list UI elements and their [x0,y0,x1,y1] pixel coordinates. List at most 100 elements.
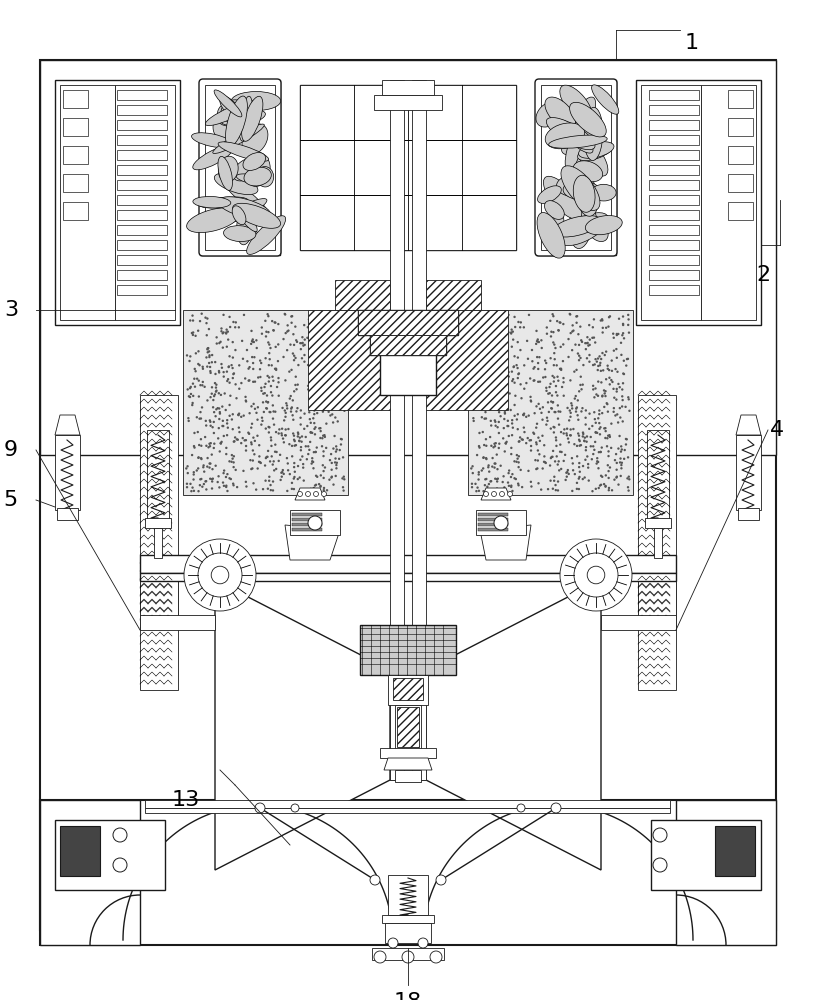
Circle shape [198,553,242,597]
Circle shape [215,408,218,410]
Circle shape [472,417,475,419]
Circle shape [332,383,335,385]
Circle shape [607,325,610,328]
Circle shape [233,440,236,443]
Circle shape [218,427,220,429]
Circle shape [486,368,489,370]
Circle shape [588,344,590,347]
Circle shape [342,456,344,459]
Circle shape [539,453,540,455]
Circle shape [211,392,213,395]
Circle shape [225,453,228,455]
Circle shape [523,431,526,433]
Bar [55,435,80,510]
Circle shape [555,439,557,441]
Circle shape [316,319,318,322]
Bar [649,225,699,235]
Circle shape [504,442,507,444]
Circle shape [281,475,283,478]
Circle shape [203,386,206,388]
Circle shape [251,405,253,408]
Circle shape [588,338,591,341]
Circle shape [556,455,558,458]
Circle shape [583,440,586,442]
Circle shape [593,363,596,366]
Circle shape [318,354,321,356]
Circle shape [330,357,333,359]
Circle shape [504,341,507,343]
Circle shape [308,516,322,530]
Circle shape [581,407,583,409]
Circle shape [612,332,614,335]
Circle shape [621,388,623,391]
Circle shape [482,456,485,459]
Circle shape [224,392,226,395]
Circle shape [474,387,477,389]
Circle shape [609,315,611,318]
Circle shape [530,439,532,441]
Circle shape [297,465,299,467]
Circle shape [322,450,325,453]
Circle shape [588,428,591,430]
Circle shape [260,326,263,329]
Circle shape [269,460,271,463]
Circle shape [598,413,601,415]
Circle shape [489,386,490,388]
Circle shape [494,372,497,374]
Circle shape [580,410,583,413]
Circle shape [582,465,584,467]
Circle shape [476,332,478,334]
Circle shape [599,362,601,364]
Circle shape [610,422,613,425]
Bar [140,615,215,630]
Circle shape [193,471,195,473]
Circle shape [605,430,607,432]
Circle shape [215,342,218,345]
Circle shape [206,356,207,359]
Circle shape [291,315,293,317]
Circle shape [295,357,297,359]
Circle shape [251,443,253,445]
Circle shape [477,486,479,489]
Bar [649,165,699,175]
Circle shape [200,445,202,447]
Circle shape [517,341,519,343]
Circle shape [252,368,255,370]
Bar [117,135,167,145]
Circle shape [503,371,505,374]
Circle shape [316,318,318,320]
Circle shape [517,457,519,460]
Circle shape [299,440,300,442]
Circle shape [218,418,220,420]
Circle shape [220,442,222,444]
Circle shape [592,336,595,339]
Ellipse shape [232,201,257,232]
Circle shape [517,440,520,443]
Circle shape [286,349,288,351]
Circle shape [570,412,572,414]
Circle shape [290,407,292,410]
Circle shape [313,413,316,415]
Circle shape [539,408,541,410]
Circle shape [260,423,263,426]
Circle shape [265,407,268,409]
Circle shape [237,326,240,329]
Circle shape [194,335,197,337]
Circle shape [236,438,238,441]
Circle shape [513,382,516,384]
Circle shape [482,490,485,492]
Circle shape [625,443,628,446]
Circle shape [475,386,477,388]
Circle shape [326,359,328,362]
Circle shape [487,464,490,467]
Circle shape [198,444,201,446]
Circle shape [266,456,268,458]
Ellipse shape [242,124,268,155]
Circle shape [620,342,623,344]
Circle shape [547,392,549,395]
Circle shape [250,343,252,345]
Circle shape [301,435,304,438]
Circle shape [477,331,479,334]
Circle shape [562,381,565,384]
Circle shape [279,479,282,481]
